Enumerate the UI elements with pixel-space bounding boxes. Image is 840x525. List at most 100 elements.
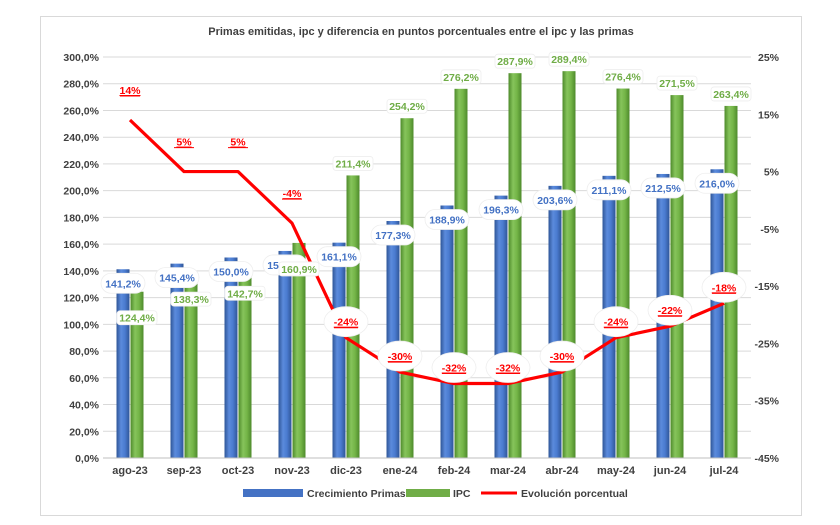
data-label-crecimiento-primas: 203,6%	[537, 195, 573, 207]
legend-swatch-crecimiento-primas	[243, 489, 303, 497]
y2-tick-label: 15%	[758, 109, 780, 121]
data-label-evolucion: -30%	[550, 351, 575, 363]
bar-crecimiento-primas	[278, 250, 292, 458]
data-label-crecimiento-primas: 188,9%	[429, 215, 465, 227]
chart: Primas emitidas, ipc y diferencia en pun…	[63, 26, 780, 500]
bar-ipc	[292, 242, 306, 458]
data-label-crecimiento-primas: 150,0%	[213, 267, 249, 279]
bar-crecimiento-primas	[332, 242, 346, 458]
bar-ipc	[130, 291, 144, 458]
data-label-background	[548, 51, 590, 67]
data-label-background	[647, 294, 693, 326]
data-label-background	[316, 246, 362, 268]
legend: Crecimiento Primas IPC Evolución porcentua…	[243, 488, 628, 500]
bar-crecimiento-primas	[224, 257, 238, 458]
y-tick-label: 100,0%	[63, 319, 99, 331]
data-label-ipc: 263,4%	[713, 89, 749, 101]
bar-ipc	[670, 95, 684, 458]
chart-title: Primas emitidas, ipc y diferencia en pun…	[208, 26, 634, 38]
data-label-crecimiento-primas: 141,2%	[105, 278, 141, 290]
y2-tick-label: 5%	[764, 167, 780, 179]
y-tick-label: 160,0%	[63, 239, 99, 251]
data-label-ipc: 124,4%	[119, 313, 155, 325]
y-tick-label: 60,0%	[69, 373, 99, 385]
y-tick-label: 40,0%	[69, 400, 99, 412]
y-tick-label: 220,0%	[63, 159, 99, 171]
bar-crecimiento-primas	[494, 195, 508, 458]
data-label-crecimiento-primas: 161,1%	[321, 252, 357, 264]
data-labels: 141,2%145,4%150,0%154,9%161,1%177,3%188,…	[100, 51, 752, 383]
bar-crecimiento-primas	[170, 263, 184, 458]
x-tick-label: feb-24	[438, 465, 471, 477]
data-label-crecimiento-primas: 212,5%	[645, 183, 681, 195]
legend-label-evolucion: Evolución porcentual	[521, 488, 628, 500]
data-label-background	[440, 69, 482, 85]
data-label-ipc: 271,5%	[659, 78, 695, 90]
bar-crecimiento-primas	[548, 185, 562, 458]
data-label-evolucion: -30%	[388, 351, 413, 363]
bar-crecimiento-primas	[116, 269, 130, 458]
x-tick-label: may-24	[597, 465, 636, 477]
data-label-background	[386, 98, 428, 114]
data-label-background	[100, 272, 146, 294]
data-label-ipc: 276,2%	[443, 72, 479, 84]
y-tick-label: 200,0%	[63, 186, 99, 198]
data-label-background	[701, 271, 747, 303]
y-tick-label: 260,0%	[63, 105, 99, 117]
bar-ipc	[400, 118, 414, 458]
data-label-background	[485, 352, 531, 383]
data-label-background	[694, 172, 740, 194]
data-label-evolucion: -32%	[496, 363, 521, 375]
line-evolucion-porcentual	[128, 118, 725, 386]
x-tick-label: ene-24	[383, 465, 419, 477]
data-label-ipc: 211,4%	[335, 158, 371, 170]
bar-ipc	[508, 73, 522, 458]
data-label-background	[377, 340, 423, 372]
y2-tick-label: -45%	[754, 453, 779, 465]
y-tick-label: 180,0%	[63, 212, 99, 224]
legend-label-crecimiento-primas: Crecimiento Primas	[307, 488, 406, 500]
bar-crecimiento-primas	[440, 205, 454, 458]
gridlines	[103, 56, 751, 459]
data-label-crecimiento-primas: 177,3%	[375, 230, 411, 242]
y-tick-label: 240,0%	[63, 132, 99, 144]
data-label-evolucion: 5%	[230, 137, 246, 149]
data-label-evolucion: -18%	[712, 282, 737, 294]
data-label-background	[278, 261, 320, 277]
data-label-crecimiento-primas: 196,3%	[483, 205, 519, 217]
x-tick-label: abr-24	[545, 465, 579, 477]
x-tick-label: mar-24	[490, 465, 527, 477]
data-label-background	[539, 340, 585, 372]
data-label-ipc: 254,2%	[389, 101, 425, 113]
data-label-ipc: 138,3%	[173, 294, 209, 306]
legend-label-ipc: IPC	[453, 488, 471, 500]
x-tick-label: dic-23	[330, 465, 362, 477]
data-label-evolucion: 5%	[176, 137, 192, 149]
y-tick-label: 140,0%	[63, 266, 99, 278]
data-label-evolucion: -24%	[604, 317, 629, 329]
y2-tick-label: -5%	[760, 224, 779, 236]
bar-crecimiento-primas	[710, 169, 724, 458]
data-label-ipc: 142,7%	[227, 288, 263, 300]
data-label-background	[208, 261, 254, 282]
bar-ipc	[562, 71, 576, 458]
data-label-ipc: 160,9%	[281, 264, 317, 276]
y2-tick-label: 25%	[758, 52, 780, 64]
data-label-ipc: 287,9%	[497, 56, 533, 68]
bar-ipc	[454, 88, 468, 458]
x-tick-label: jun-24	[653, 465, 687, 477]
data-label-background	[332, 156, 374, 171]
y-tick-label: 280,0%	[63, 79, 99, 91]
data-label-crecimiento-primas: 211,1%	[591, 185, 627, 197]
data-label-ipc: 276,4%	[605, 72, 641, 84]
chart-frame: Primas emitidas, ipc y diferencia en pun…	[40, 16, 802, 516]
data-label-background	[478, 199, 524, 221]
data-label-background	[116, 310, 158, 326]
bar-ipc	[184, 273, 198, 458]
data-label-background	[586, 179, 632, 201]
data-label-background	[602, 69, 644, 84]
data-label-background	[224, 285, 266, 301]
data-label-background	[170, 291, 212, 307]
bar-ipc	[238, 267, 252, 458]
y-tick-label: 0,0%	[75, 453, 100, 465]
